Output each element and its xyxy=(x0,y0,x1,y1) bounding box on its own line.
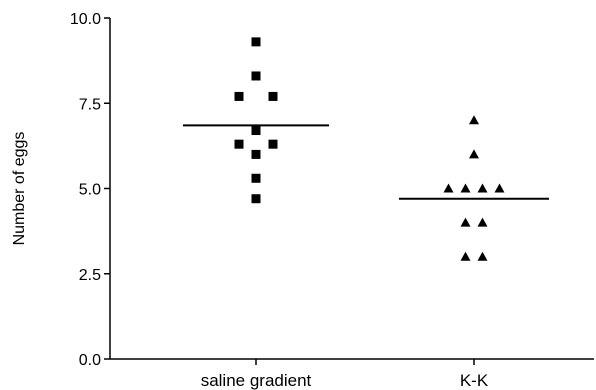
data-point-square xyxy=(251,173,261,183)
data-point-square xyxy=(251,37,261,47)
data-point-triangle xyxy=(443,183,454,193)
data-point-triangle xyxy=(469,149,479,159)
x-category-label: saline gradient xyxy=(201,371,312,390)
data-point-triangle xyxy=(477,251,488,261)
data-point-triangle xyxy=(477,183,488,193)
plot-marks xyxy=(183,37,549,261)
y-tick-label: 0.0 xyxy=(79,352,101,369)
data-point-triangle xyxy=(494,183,505,193)
data-point-triangle xyxy=(469,115,479,125)
data-point-triangle xyxy=(460,183,471,193)
y-tick-label: 7.5 xyxy=(79,96,101,113)
data-point-square xyxy=(268,139,278,149)
axes: 0.0 2.5 5.0 7.5 10.0 saline gradient K-K xyxy=(70,11,594,390)
data-point-triangle xyxy=(477,217,488,227)
y-tick-label: 2.5 xyxy=(79,267,101,284)
y-tick-label: 5.0 xyxy=(79,182,101,199)
data-point-square xyxy=(234,91,244,101)
data-point-square xyxy=(234,139,244,149)
data-point-triangle xyxy=(460,251,471,261)
data-point-square xyxy=(251,126,261,136)
y-tick-label: 10.0 xyxy=(70,11,101,28)
data-point-square xyxy=(251,194,261,204)
data-point-square xyxy=(251,149,261,159)
x-category-label: K-K xyxy=(460,371,489,390)
data-point-square xyxy=(268,91,278,101)
data-point-square xyxy=(251,71,261,81)
y-axis-title: Number of eggs xyxy=(11,132,28,246)
data-point-triangle xyxy=(460,217,471,227)
